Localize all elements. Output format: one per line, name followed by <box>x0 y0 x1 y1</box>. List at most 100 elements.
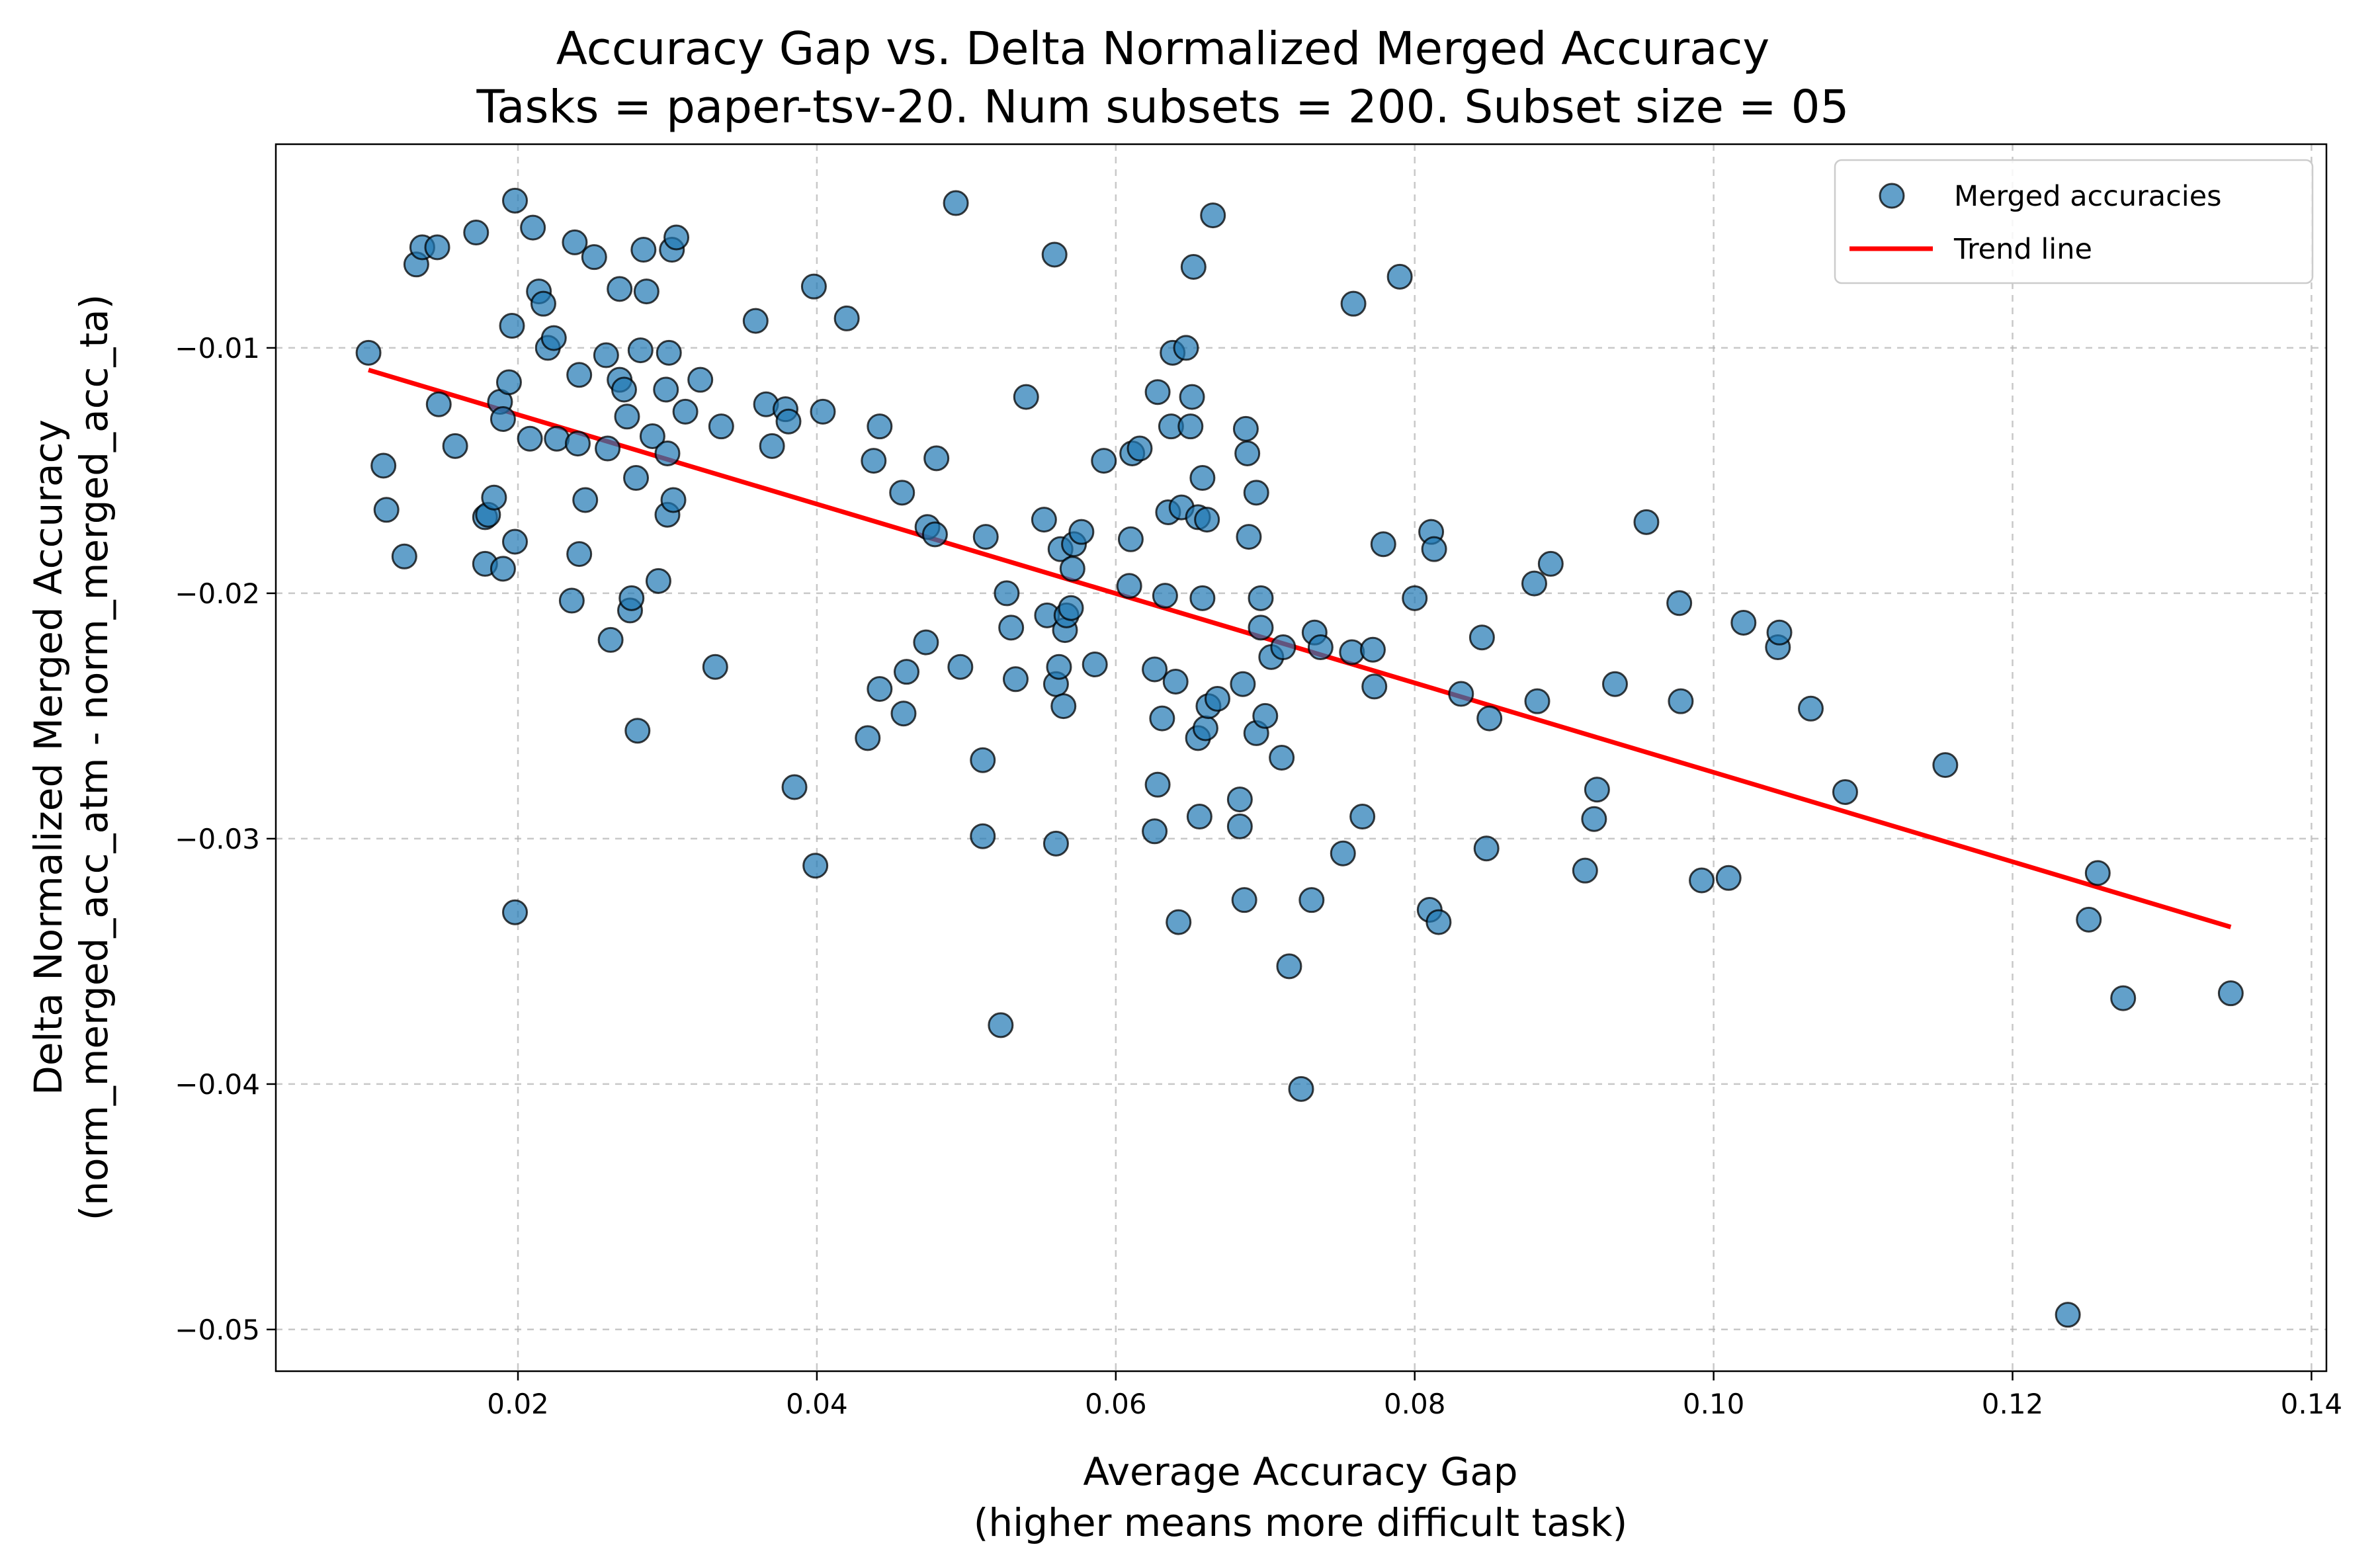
data-point <box>672 398 699 425</box>
y-tick-label: −0.01 <box>175 332 260 364</box>
data-point <box>1269 745 1295 771</box>
data-point <box>597 626 624 653</box>
data-point <box>1730 609 1757 636</box>
legend: Merged accuracies Trend line <box>1834 159 2314 284</box>
grid-lines <box>276 144 2326 1371</box>
data-point <box>855 725 881 751</box>
data-point <box>630 237 657 263</box>
data-point <box>890 700 917 727</box>
data-point <box>1234 440 1261 466</box>
data-point <box>1091 448 1117 474</box>
data-point <box>1189 585 1216 611</box>
chart-title: Accuracy Gap vs. Delta Normalized Merged… <box>556 22 1769 75</box>
data-point <box>1236 524 1262 550</box>
data-point <box>558 587 585 614</box>
data-point <box>943 190 969 216</box>
data-point <box>1142 656 1168 683</box>
data-point <box>1359 636 1386 663</box>
x-axis-ticks: 0.02 0.04 0.06 0.08 0.10 0.12 0.14 <box>487 1371 2342 1420</box>
data-point <box>1524 688 1551 714</box>
data-point <box>530 290 556 317</box>
data-point <box>2055 1302 2081 1328</box>
data-point <box>1200 202 1226 229</box>
x-tick-label: 0.02 <box>487 1388 549 1420</box>
data-point <box>702 654 728 680</box>
chart-subtitle: Tasks = paper-tsv-20. Num subsets = 200.… <box>476 81 1849 134</box>
data-point <box>1307 634 1334 661</box>
data-point <box>687 366 714 393</box>
data-point <box>1666 590 1693 616</box>
data-point <box>627 337 654 364</box>
plot-frame <box>275 143 2328 1373</box>
data-point <box>1476 705 1503 732</box>
data-point <box>611 376 637 403</box>
data-point <box>2076 906 2102 933</box>
data-point <box>2217 980 2244 1007</box>
y-tick-label: −0.02 <box>175 577 260 610</box>
legend-label-merged-accuracies: Merged accuracies <box>1954 180 2222 213</box>
data-point <box>663 224 690 251</box>
legend-label-trend-line: Trend line <box>1953 233 2092 266</box>
data-point <box>564 431 591 457</box>
data-point <box>867 413 893 440</box>
data-point <box>1144 379 1171 405</box>
data-point <box>742 308 769 334</box>
data-point <box>775 408 802 435</box>
data-point <box>889 480 915 506</box>
data-point <box>1231 887 1257 913</box>
data-point <box>633 278 659 305</box>
data-point <box>923 445 950 472</box>
data-point <box>481 484 507 511</box>
data-point <box>708 413 734 440</box>
data-point <box>370 452 397 479</box>
y-axis-sublabel: (norm_merged_acc_atm - norm_merged_acc_t… <box>71 294 116 1221</box>
data-point <box>566 362 593 388</box>
data-point <box>463 220 489 246</box>
x-tick-label: 0.06 <box>1085 1388 1147 1420</box>
data-point <box>1050 693 1077 720</box>
data-point <box>970 747 996 773</box>
data-point <box>502 899 529 925</box>
data-point <box>595 435 621 462</box>
data-point <box>1468 624 1495 651</box>
data-point <box>994 580 1020 607</box>
data-point <box>998 614 1025 641</box>
data-point <box>1152 583 1178 609</box>
data-point <box>425 391 452 417</box>
data-point <box>1192 715 1218 741</box>
data-point <box>1668 688 1694 714</box>
data-point <box>1068 519 1095 545</box>
data-point <box>1180 254 1207 280</box>
y-axis-label: Delta Normalized Merged Accuracy <box>26 419 71 1095</box>
data-point <box>581 244 607 271</box>
data-point <box>972 524 999 550</box>
legend-box <box>1834 159 2314 284</box>
data-point <box>1162 668 1189 695</box>
data-point <box>1243 480 1269 506</box>
data-point <box>1715 865 1742 891</box>
data-point <box>1042 830 1069 857</box>
data-point <box>1226 813 1253 839</box>
data-point <box>656 339 682 366</box>
data-point <box>1189 465 1216 491</box>
data-point <box>1230 671 1256 697</box>
data-point <box>499 313 525 339</box>
data-point <box>1425 909 1452 935</box>
data-point <box>1386 263 1413 290</box>
data-point <box>355 339 382 366</box>
data-point <box>913 629 939 656</box>
data-point <box>654 440 681 466</box>
x-tick-label: 0.10 <box>1683 1388 1745 1420</box>
data-point <box>1537 550 1564 577</box>
data-point <box>833 305 860 331</box>
data-point <box>1059 556 1085 582</box>
x-tick-label: 0.08 <box>1384 1388 1446 1420</box>
data-point <box>1194 507 1220 533</box>
data-point <box>1186 804 1212 830</box>
y-axis-ticks: −0.01 −0.02 −0.03 −0.04 −0.05 <box>175 332 276 1346</box>
data-point <box>781 774 808 800</box>
data-point <box>1144 771 1171 798</box>
data-point <box>645 568 671 594</box>
data-point <box>489 406 516 433</box>
